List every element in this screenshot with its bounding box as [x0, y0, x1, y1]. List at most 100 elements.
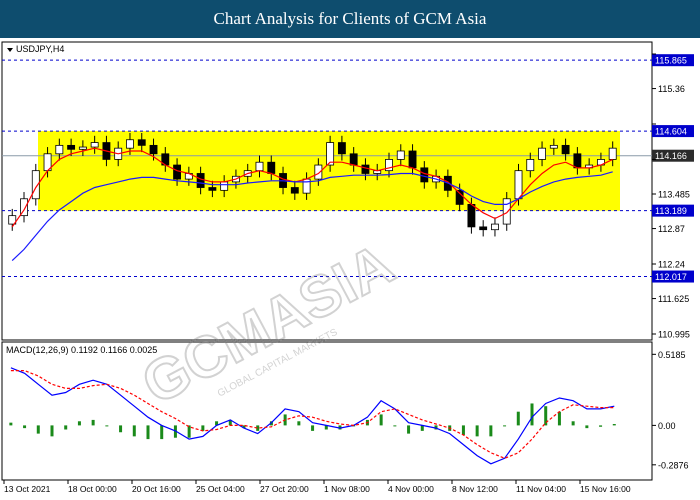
histogram-bar — [530, 403, 534, 426]
candle-body — [78, 146, 87, 150]
candle-body — [208, 187, 217, 191]
level-badge — [652, 270, 694, 283]
y-tick-label: 113.485 — [658, 190, 690, 200]
candle-body — [573, 153, 582, 169]
y-tick-label: 112.87 — [658, 224, 685, 234]
histogram-bar — [503, 425, 507, 427]
histogram-bar — [9, 422, 13, 426]
histogram-bar — [77, 421, 81, 426]
histogram-bar — [119, 425, 123, 433]
level-badge — [652, 125, 694, 138]
y-tick-label: 111.625 — [658, 294, 689, 304]
candle-body — [31, 170, 40, 200]
histogram-bar — [132, 425, 136, 437]
histogram-bar — [160, 425, 164, 440]
ma-fast-line — [11, 147, 613, 228]
histogram-bar — [557, 411, 561, 426]
candle-body — [514, 170, 523, 200]
candle-body — [561, 144, 570, 155]
histogram-bar — [201, 425, 205, 431]
histogram-bar — [297, 421, 301, 426]
histogram-bar — [475, 425, 479, 437]
candle-body — [361, 164, 370, 174]
candle-body — [126, 139, 134, 149]
histogram-bar — [91, 419, 95, 426]
histogram-bar — [420, 425, 424, 431]
candle-body — [526, 159, 535, 172]
level-label: 113.189 — [655, 206, 687, 216]
y-tick-label: 0.5185 — [658, 350, 686, 360]
histogram-bar — [187, 425, 191, 438]
y-tick-label: -0.2876 — [658, 460, 689, 470]
macd-line — [10, 367, 615, 465]
current-price-badge — [652, 149, 694, 162]
histogram-bar — [105, 425, 109, 427]
x-tick-label: 8 Nov 12:00 — [452, 484, 498, 494]
candle-body — [467, 204, 476, 228]
candle-body — [349, 153, 358, 166]
histogram-bar — [393, 425, 397, 427]
chart-area: 115.865 114.604 113.189 112.017 114.166 115.3… — [1, 41, 694, 494]
candle-body — [538, 147, 546, 160]
candle-body — [173, 164, 182, 180]
histogram-bar — [571, 421, 575, 426]
histogram-bar — [379, 414, 383, 426]
histogram-bar — [228, 419, 232, 426]
histogram-bar — [489, 425, 493, 437]
y-tick-label: 112.24 — [658, 260, 685, 270]
x-tick-label: 18 Oct 00:00 — [68, 484, 117, 494]
macd-indicator-label: MACD(12,26,9) 0.1192 0.1166 0.0025 — [6, 345, 157, 355]
dropdown-icon — [7, 48, 13, 52]
candle-body — [90, 142, 99, 148]
y-tick-label: 115.36 — [658, 84, 685, 94]
histogram-bar — [434, 425, 438, 430]
candle-body — [290, 187, 299, 194]
candle-body — [55, 144, 64, 155]
candle-body — [20, 198, 28, 217]
x-tick-label: 27 Oct 20:00 — [260, 484, 309, 494]
y-tick-label: 110.995 — [658, 330, 690, 340]
candle-body — [267, 161, 276, 174]
histogram-bar — [407, 425, 411, 434]
candle-body — [337, 142, 346, 155]
x-tick-label: 13 Oct 2021 — [4, 484, 51, 494]
histogram-bar — [242, 425, 246, 429]
x-tick-label: 1 Nov 08:00 — [324, 484, 370, 494]
candle-body — [502, 198, 511, 225]
histogram-bar — [461, 425, 465, 435]
histogram-bar — [324, 425, 328, 430]
candle-body — [420, 167, 429, 183]
level-label: 112.017 — [655, 272, 687, 282]
candle-body — [491, 223, 499, 231]
candle-body — [196, 173, 205, 188]
x-tick-label: 11 Nov 04:00 — [516, 484, 566, 494]
x-tick-label: 20 Oct 16:00 — [132, 484, 181, 494]
candle-body — [396, 150, 405, 160]
candle-body — [549, 144, 558, 149]
level-label: 114.604 — [655, 127, 687, 137]
symbol-label: USDJPY,H4 — [16, 44, 64, 54]
level-badge — [652, 204, 694, 217]
candle-body — [8, 215, 17, 225]
histogram-bar — [64, 425, 68, 430]
candle-body — [385, 159, 393, 172]
candle-body — [220, 181, 229, 191]
histogram-bar — [585, 425, 589, 429]
histogram-bar — [338, 425, 342, 430]
histogram-bar — [23, 425, 27, 429]
histogram-bar — [311, 425, 315, 431]
histogram-bar — [256, 425, 260, 431]
candle-body — [255, 161, 264, 172]
candle-body — [67, 144, 76, 150]
histogram-bar — [146, 425, 150, 440]
histogram-bar — [612, 424, 616, 426]
candle-body — [408, 150, 417, 169]
candle-body — [149, 144, 158, 155]
y-tick-label: 0.00 — [658, 421, 676, 431]
candle-body — [479, 226, 488, 231]
candle-body — [326, 142, 335, 166]
x-tick-label: 4 Nov 00:00 — [388, 484, 434, 494]
x-tick-label: 15 Nov 16:00 — [580, 484, 631, 494]
histogram-bar — [36, 425, 40, 434]
ma-slow-line — [11, 171, 613, 262]
